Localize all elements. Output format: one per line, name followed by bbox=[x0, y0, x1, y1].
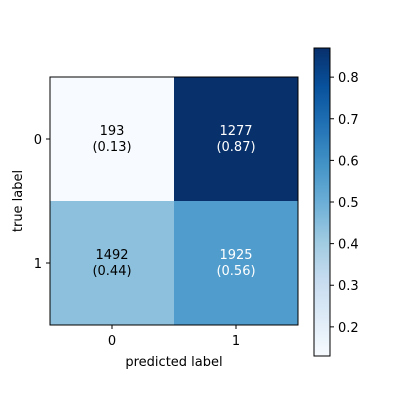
colorbar-tick-label: 0.6 bbox=[338, 154, 359, 169]
x-tick-label: 0 bbox=[108, 334, 116, 349]
cell-count-label: 1925 bbox=[219, 248, 252, 263]
x-axis-label: predicted label bbox=[125, 355, 222, 370]
colorbar-tick-label: 0.2 bbox=[338, 321, 359, 336]
colorbar-tick-label: 0.5 bbox=[338, 196, 359, 211]
colorbar-tick-label: 0.3 bbox=[338, 279, 359, 294]
colorbar-tick-label: 0.8 bbox=[338, 71, 359, 86]
cell-count-label: 1492 bbox=[95, 248, 128, 263]
x-tick-label: 1 bbox=[232, 334, 240, 349]
colorbar-tick-label: 0.7 bbox=[338, 113, 359, 128]
y-axis-label: true label bbox=[11, 170, 26, 232]
colorbar-tick-label: 0.4 bbox=[338, 238, 359, 253]
cell-count-label: 193 bbox=[100, 124, 125, 139]
y-tick-label: 1 bbox=[34, 257, 42, 272]
colorbar-ticks: 0.2 0.3 0.4 0.5 0.6 0.7 0.8 bbox=[330, 71, 359, 336]
heatmap-cells bbox=[50, 77, 299, 326]
y-tick-label: 0 bbox=[34, 133, 42, 148]
cell-fraction-label: (0.13) bbox=[92, 140, 131, 155]
cell-fraction-label: (0.87) bbox=[216, 140, 255, 155]
colorbar bbox=[314, 48, 330, 356]
cell-fraction-label: (0.44) bbox=[92, 264, 131, 279]
y-axis-ticks: 01 bbox=[34, 133, 50, 272]
cell-count-label: 1277 bbox=[219, 124, 252, 139]
cell-fraction-label: (0.56) bbox=[216, 264, 255, 279]
